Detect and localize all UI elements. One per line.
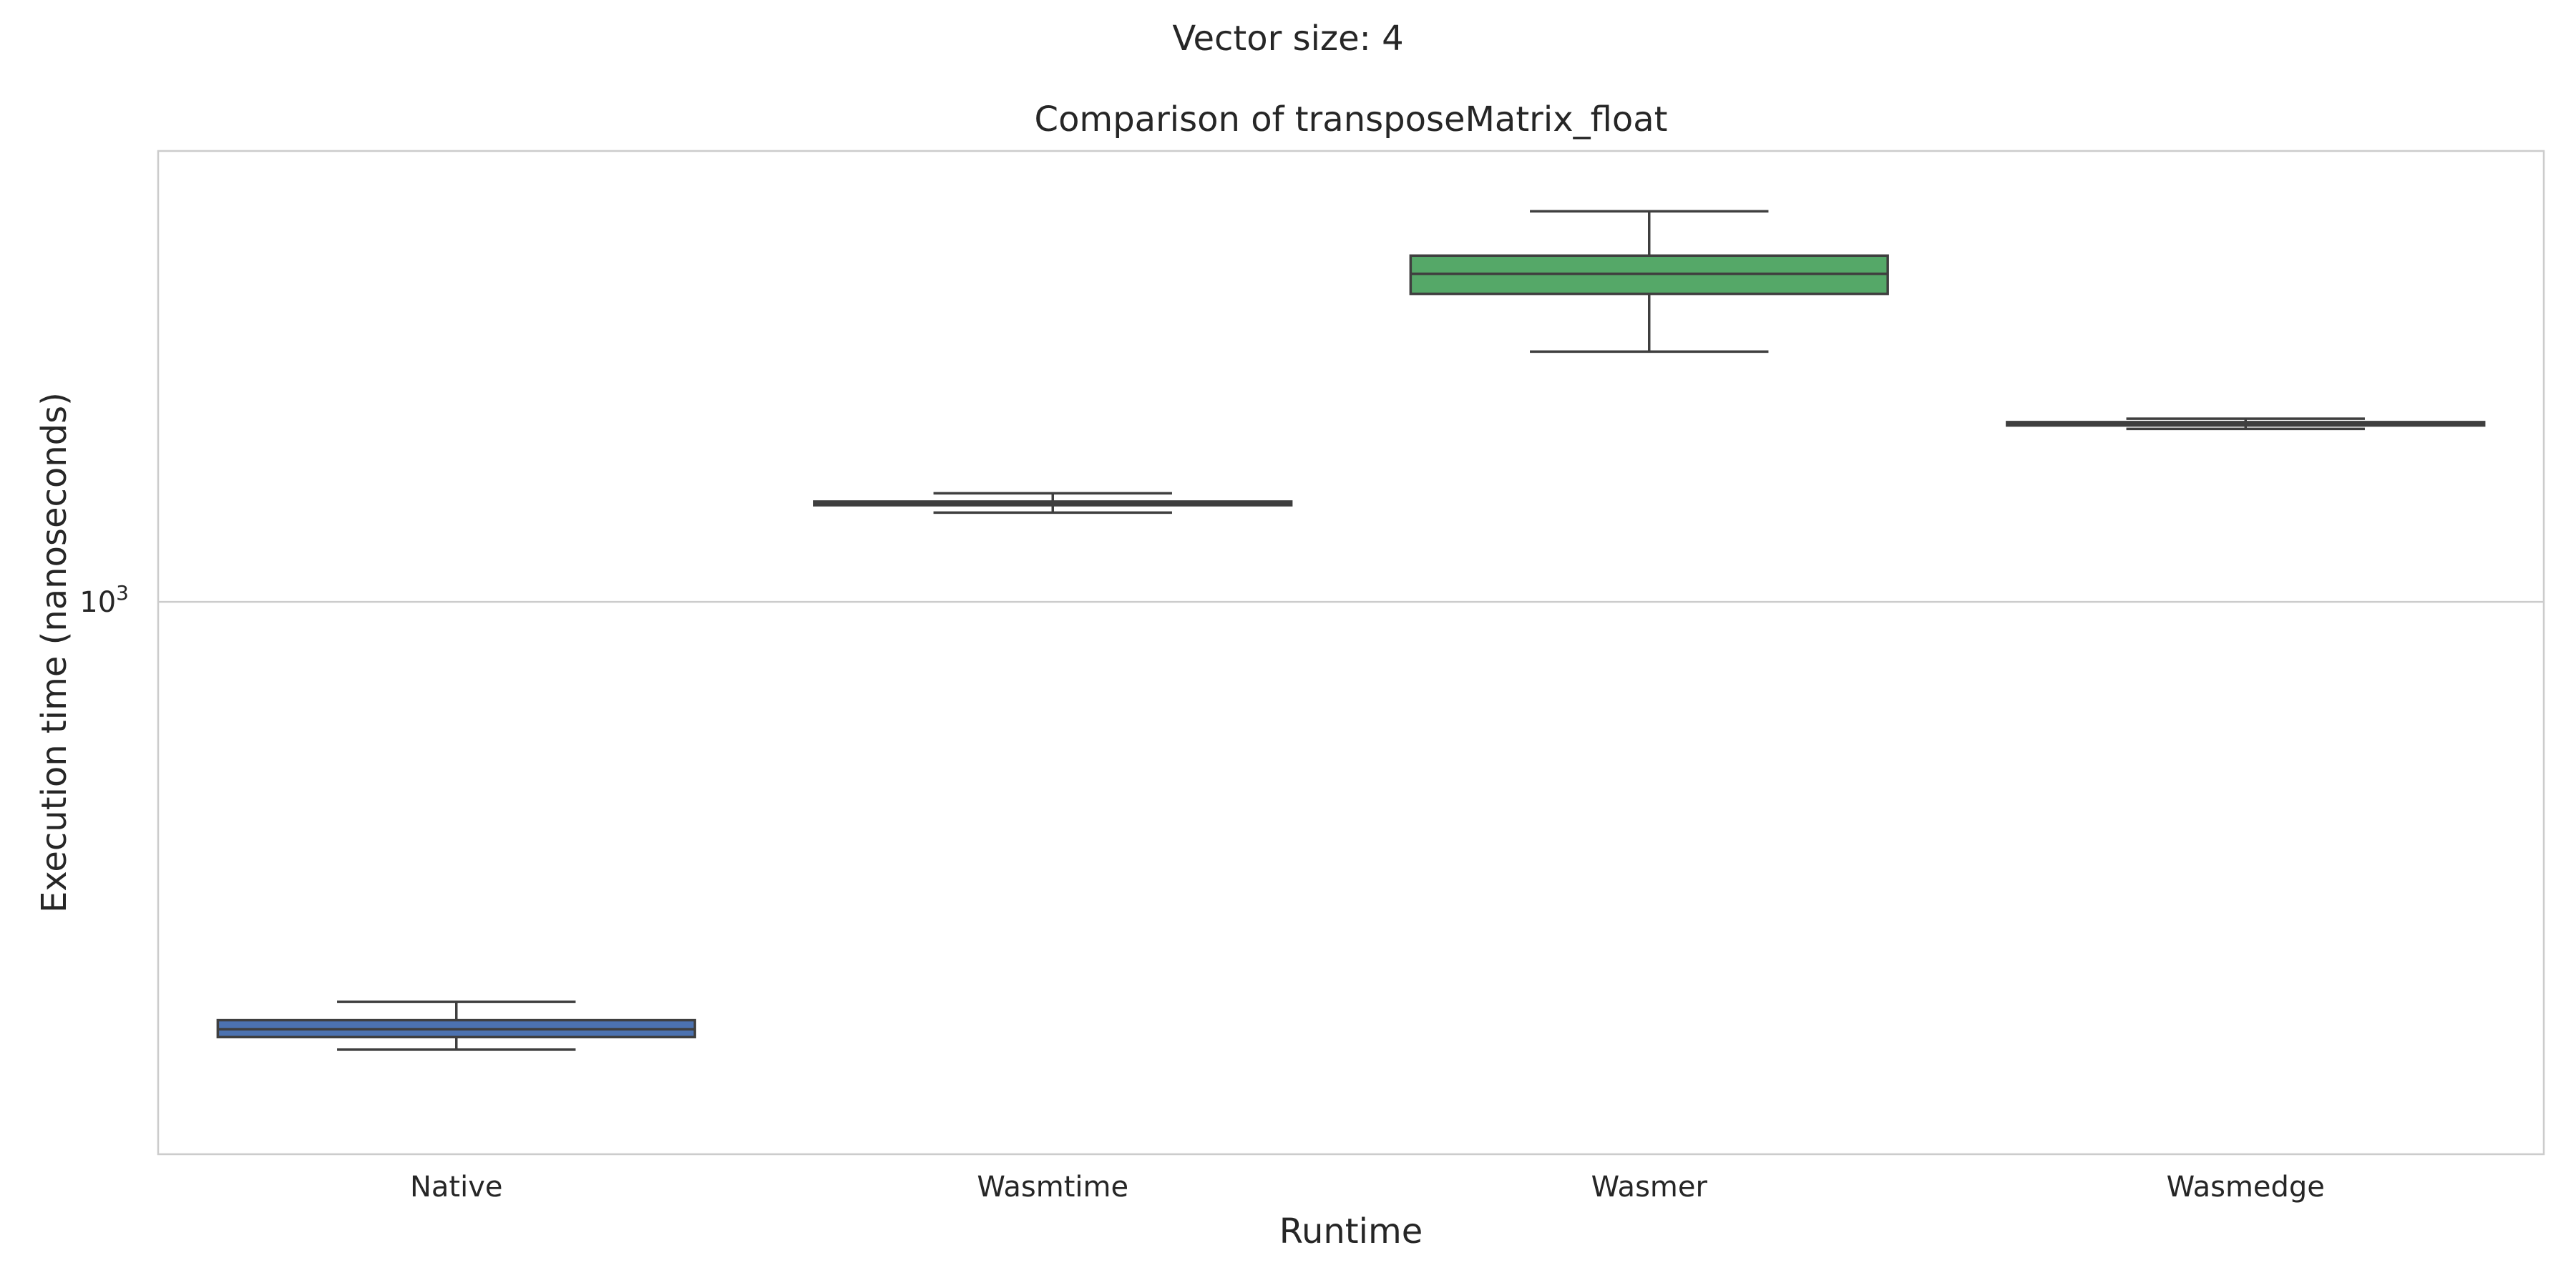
x-tick-label: Wasmedge [2167, 1171, 2325, 1204]
y-ticks: 103 [79, 581, 129, 619]
box-wasmedge [2006, 417, 2486, 431]
x-tick-label: Native [410, 1171, 503, 1204]
box-wasmtime [813, 492, 1293, 514]
y-tick-label: 103 [79, 581, 129, 619]
box-native [216, 1000, 696, 1051]
boxes [216, 210, 2486, 1051]
x-ticks: Native Wasmtime Wasmer Wasmedge [410, 1171, 2325, 1204]
y-axis-label: Execution time (nanoseconds) [34, 392, 74, 913]
x-axis-label: Runtime [1279, 1211, 1423, 1252]
box-wasmer [1409, 210, 1889, 353]
chart-title: Comparison of transposeMatrix_float [1035, 99, 1668, 140]
plot-area [157, 150, 2545, 1156]
suptitle: Vector size: 4 [1172, 19, 1403, 59]
x-tick-label: Wasmer [1591, 1171, 1708, 1204]
x-tick-label: Wasmtime [977, 1171, 1128, 1204]
